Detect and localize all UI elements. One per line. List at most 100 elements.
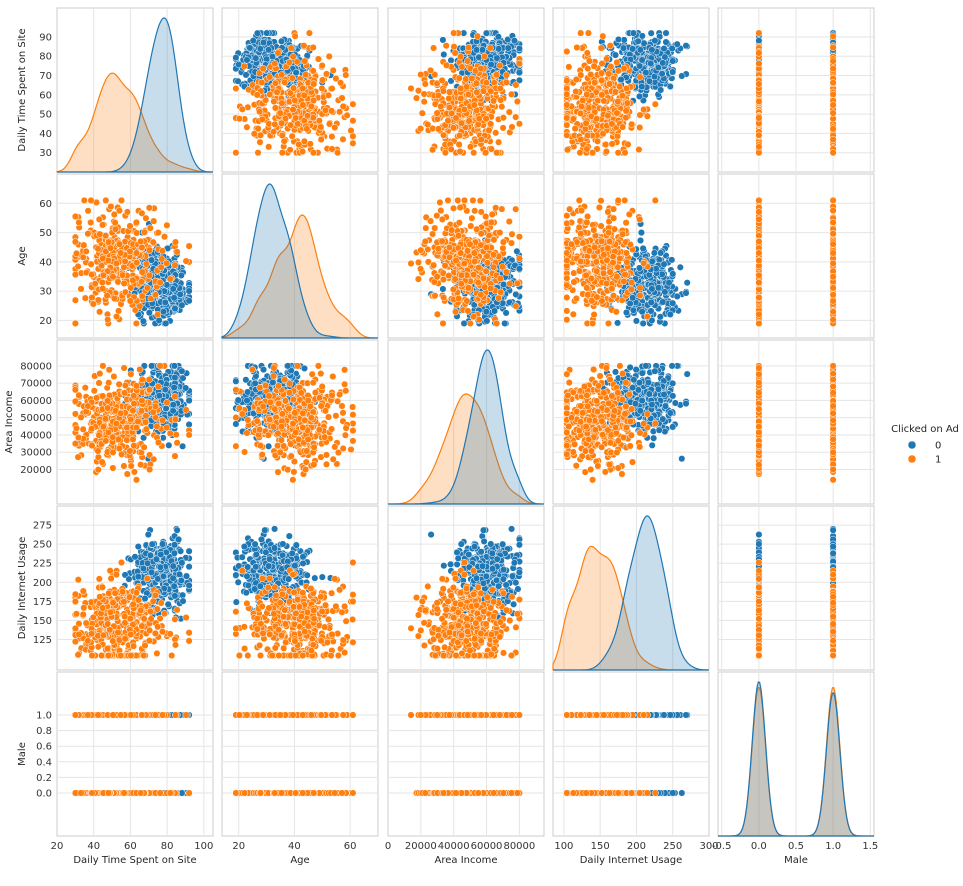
point-class-1	[455, 232, 463, 240]
y-tick-label: 60	[39, 90, 52, 101]
point-class-1	[166, 275, 174, 283]
point-class-1	[456, 203, 464, 212]
point-class-1	[460, 196, 469, 204]
point-class-1	[458, 63, 466, 71]
point-class-1	[290, 84, 298, 92]
point-class-0	[614, 319, 622, 327]
point-class-1	[87, 218, 95, 227]
point-class-1	[82, 247, 90, 255]
point-class-1	[613, 109, 621, 117]
point-class-1	[442, 61, 451, 69]
point-class-1	[339, 135, 347, 143]
point-class-1	[430, 44, 438, 52]
point-class-1	[258, 115, 266, 123]
point-class-1	[508, 230, 516, 238]
point-class-1	[74, 262, 82, 271]
y-tick-label: 50	[39, 110, 52, 121]
point-class-1	[104, 256, 112, 265]
point-class-1	[450, 43, 458, 51]
point-class-1	[462, 75, 470, 83]
point-class-1	[429, 230, 437, 238]
point-class-1	[71, 319, 79, 327]
point-class-0	[513, 247, 521, 255]
point-class-1	[96, 308, 104, 316]
point-class-0	[495, 45, 503, 53]
point-class-0	[515, 265, 523, 273]
point-class-1	[493, 319, 501, 327]
point-class-1	[256, 108, 264, 116]
point-class-1	[325, 52, 333, 60]
point-class-0	[682, 42, 690, 50]
point-class-1	[433, 273, 441, 281]
point-class-0	[502, 309, 510, 317]
point-class-1	[829, 43, 837, 52]
point-class-1	[171, 238, 180, 246]
point-class-1	[490, 97, 498, 105]
point-class-1	[508, 123, 516, 131]
point-class-1	[602, 140, 610, 149]
point-class-1	[477, 135, 485, 144]
point-class-1	[328, 145, 336, 153]
panel-age-vs-age	[221, 173, 379, 339]
point-class-1	[583, 49, 591, 57]
point-class-0	[676, 263, 684, 271]
point-class-0	[638, 32, 646, 40]
point-class-1	[457, 119, 466, 127]
point-class-1	[414, 258, 423, 266]
point-class-1	[160, 233, 169, 241]
point-class-0	[263, 29, 271, 37]
point-class-1	[300, 42, 308, 50]
point-class-1	[499, 244, 507, 252]
point-class-1	[149, 238, 157, 246]
point-class-0	[638, 56, 646, 64]
point-class-0	[510, 37, 518, 45]
point-class-0	[500, 280, 508, 289]
point-class-1	[84, 207, 92, 215]
y-tick-label: 50	[39, 228, 52, 239]
point-class-1	[614, 98, 622, 106]
point-class-1	[115, 207, 123, 215]
point-class-0	[642, 69, 650, 77]
point-class-1	[599, 32, 607, 40]
point-class-1	[271, 79, 279, 87]
point-class-1	[464, 307, 472, 315]
point-class-0	[163, 281, 171, 289]
point-class-0	[515, 44, 523, 53]
point-class-1	[109, 273, 117, 281]
point-class-1	[110, 294, 118, 303]
point-class-1	[583, 145, 591, 153]
point-class-1	[563, 146, 572, 154]
point-class-1	[577, 102, 586, 110]
point-class-1	[455, 140, 463, 149]
point-class-1	[468, 214, 476, 222]
point-class-1	[407, 259, 415, 268]
point-class-1	[470, 249, 478, 257]
point-class-1	[598, 76, 606, 84]
point-class-1	[441, 149, 449, 157]
point-class-1	[477, 291, 485, 299]
point-class-1	[462, 83, 471, 91]
point-class-1	[289, 53, 297, 61]
point-class-0	[504, 44, 512, 52]
point-class-0	[673, 292, 681, 300]
point-class-1	[505, 108, 513, 116]
point-class-1	[417, 125, 425, 133]
point-class-1	[496, 61, 504, 70]
point-class-1	[584, 29, 592, 37]
point-class-0	[650, 73, 659, 81]
point-class-1	[497, 96, 505, 104]
point-class-1	[430, 261, 438, 269]
point-class-1	[424, 121, 432, 129]
point-class-1	[449, 204, 458, 212]
point-class-1	[591, 79, 599, 87]
point-class-1	[331, 123, 339, 132]
point-class-0	[259, 38, 268, 47]
point-class-1	[289, 105, 297, 114]
panel-daily-time-spent-on-site-vs-daily-internet-usage	[552, 7, 710, 173]
point-class-1	[829, 149, 837, 157]
point-class-1	[138, 268, 146, 276]
point-class-1	[98, 278, 106, 287]
point-class-1	[270, 97, 278, 106]
point-class-1	[619, 123, 627, 131]
point-class-0	[482, 29, 490, 37]
